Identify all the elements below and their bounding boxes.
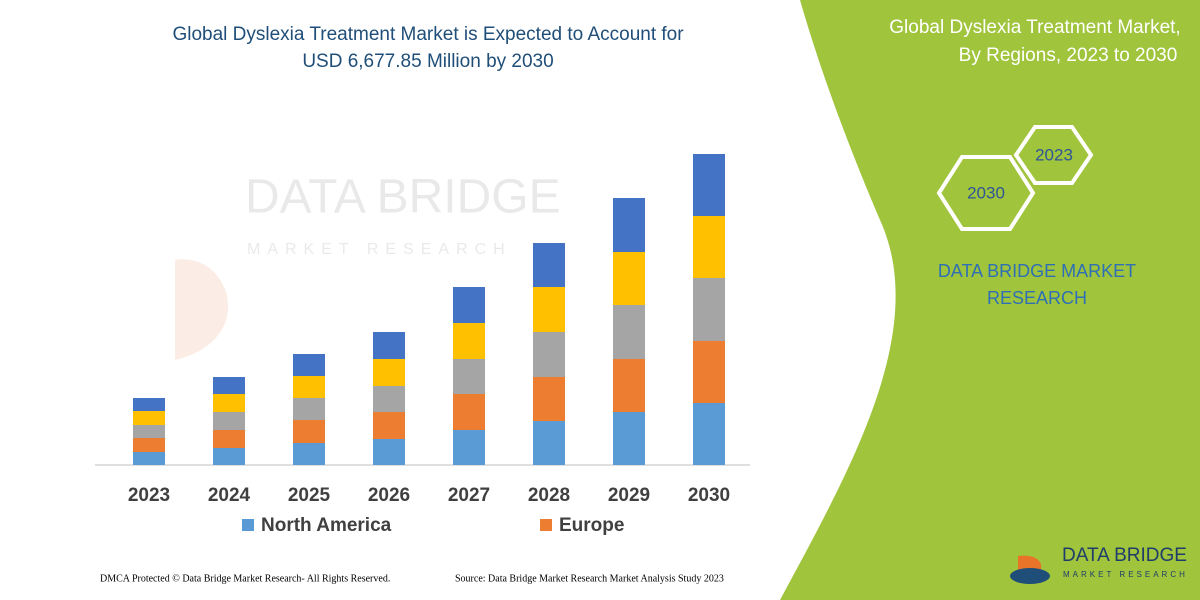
bar-segment [613,305,645,359]
hexagon [1013,125,1094,185]
bar-segment [453,323,485,359]
bar-segment [213,448,245,465]
x-tick-label: 2026 [368,485,410,506]
legend-swatch [242,519,254,531]
bar-segment [693,403,725,465]
logo-name: DATA BRIDGE [1062,545,1187,566]
x-tick-label: 2029 [608,485,650,506]
x-tick-label: 2023 [128,485,170,506]
hex-label: 2023 [1035,145,1073,164]
watermark: DATA BRIDGE MARKET RESEARCH [175,160,561,360]
logo-tagline: MARKET RESEARCH [1063,570,1188,579]
footer-copyright: DMCA Protected © Data Bridge Market Rese… [100,573,390,584]
chart-title: USD 6,677.85 Million by 2030 [302,51,553,72]
bar-segment [533,287,565,332]
x-tick-label: 2027 [448,485,490,506]
legend-label: North America [261,515,392,536]
bar-segment [293,376,325,398]
watermark-shape [175,160,229,360]
side-title: By Regions, 2023 to 2030 [959,45,1178,66]
hex-label: 2030 [967,183,1005,202]
bar-segment [293,443,325,465]
bar-segment [373,386,405,412]
legend-swatch [540,519,552,531]
x-tick-label: 2024 [208,485,251,506]
bar-segment [613,252,645,305]
x-tick-label: 2025 [288,485,331,506]
x-tick-label: 2028 [528,485,570,506]
bar-segment [293,354,325,376]
bar-segment [373,439,405,465]
bar-segment [533,377,565,421]
bar-segment [533,243,565,287]
x-tick-label: 2030 [688,485,730,506]
logo: DATA BRIDGE MARKET RESEARCH [1010,538,1188,584]
side-panel-bg [780,0,1200,600]
bar-segment [453,430,485,465]
bar-segment [213,412,245,430]
bar-segment [293,420,325,443]
bar-segment [133,438,165,452]
chart-title: Global Dyslexia Treatment Market is Expe… [172,24,684,45]
side-title: Global Dyslexia Treatment Market, [889,17,1180,38]
bar-segment [453,359,485,394]
watermark-name: DATA BRIDGE [245,171,561,224]
bar-segment [693,278,725,341]
bar-segment [613,359,645,412]
bar-segment [213,430,245,448]
bar-segment [213,377,245,394]
bar-segment [373,412,405,439]
bar-segment [373,359,405,386]
legend-label: Europe [559,515,624,536]
bar-segment [133,452,165,465]
hexagon [936,155,1036,231]
bar-segment [693,154,725,216]
bar-segment [293,398,325,420]
bar-segment [533,421,565,465]
bar-segment [533,332,565,377]
bar-segment [133,398,165,411]
watermark-tagline: MARKET RESEARCH [247,241,512,258]
bar-segment [373,332,405,359]
logo-mark [1010,568,1050,584]
bar-segment [453,287,485,323]
footer-source: Source: Data Bridge Market Research Mark… [455,573,724,584]
company-name: DATA BRIDGE MARKET [938,261,1136,281]
bar-segment [453,394,485,430]
company-name: RESEARCH [987,288,1087,308]
bar-segment [613,412,645,465]
bar-segment [693,341,725,403]
bar-segment [693,216,725,278]
bar-segment [133,411,165,425]
bar-segment [213,394,245,412]
bar-segment [133,425,165,438]
bar-segment [613,198,645,252]
